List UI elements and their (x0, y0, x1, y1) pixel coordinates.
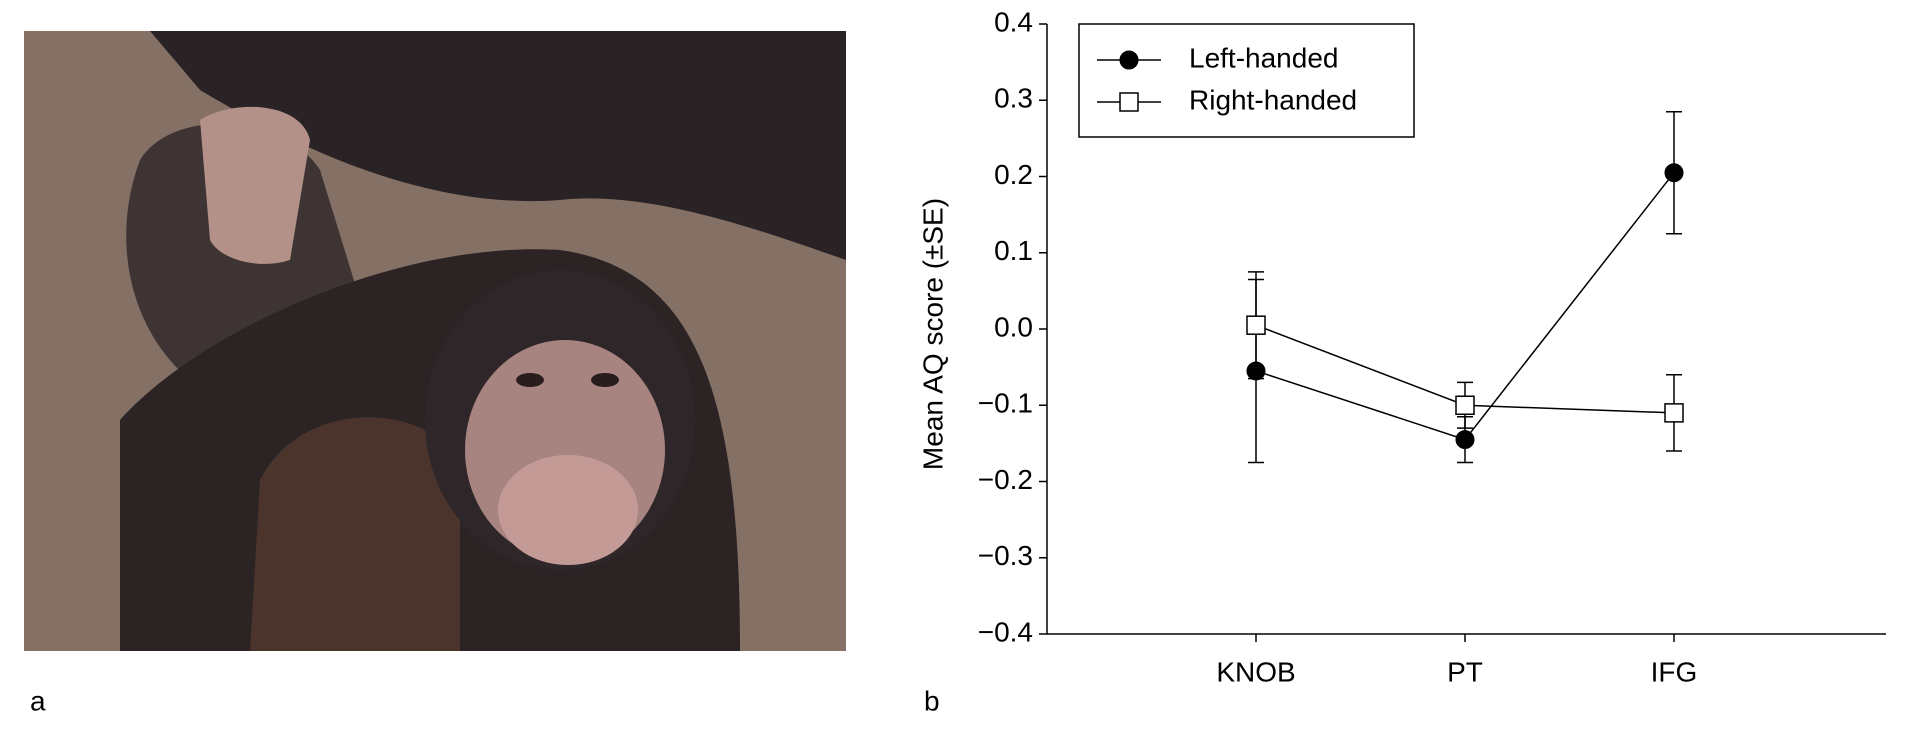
data-point (1664, 403, 1684, 423)
x-tick-label: IFG (1651, 656, 1698, 687)
data-point (1246, 315, 1266, 335)
legend-marker (1119, 50, 1139, 70)
y-tick-label: 0.4 (994, 6, 1033, 37)
legend-box (1078, 23, 1415, 138)
panel-label: a (30, 685, 46, 716)
data-point (1455, 395, 1475, 415)
data-point (1246, 361, 1266, 381)
data-point (1455, 430, 1475, 450)
panel-label: b (924, 685, 940, 716)
photo (24, 31, 846, 652)
x-tick-label: KNOB (1216, 656, 1295, 687)
y-tick-label: 0.0 (994, 311, 1033, 342)
y-tick-label: −0.1 (978, 388, 1033, 419)
y-tick-label: −0.4 (978, 616, 1033, 647)
data-point (1664, 163, 1684, 183)
legend-label: Left-handed (1189, 42, 1338, 73)
y-tick-label: 0.2 (994, 159, 1033, 190)
legend-label: Right-handed (1189, 84, 1357, 115)
y-tick-label: 0.3 (994, 83, 1033, 114)
x-tick-label: PT (1447, 656, 1483, 687)
y-tick-label: −0.2 (978, 464, 1033, 495)
y-axis-label: Mean AQ score (±SE) (917, 198, 948, 470)
legend-marker (1119, 92, 1139, 112)
y-tick-label: −0.3 (978, 540, 1033, 571)
y-tick-label: 0.1 (994, 235, 1033, 266)
